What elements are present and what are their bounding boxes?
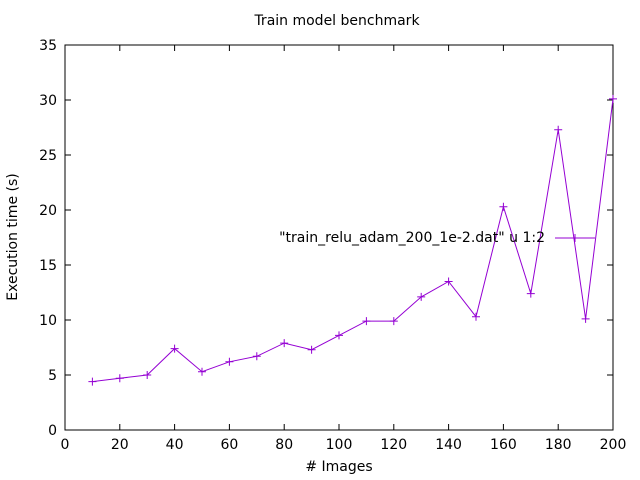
x-axis-label: # Images: [305, 459, 372, 475]
x-tick-label: 20: [111, 437, 129, 453]
x-tick-label: 180: [545, 437, 572, 453]
data-point: [170, 344, 179, 353]
data-point: [198, 367, 206, 376]
y-tick-label: 25: [39, 148, 57, 164]
x-tick-label: 60: [220, 437, 238, 453]
y-tick-label: 15: [39, 258, 57, 274]
series-line: [92, 98, 614, 383]
data-point: [362, 317, 371, 326]
legend-series-marker: [571, 234, 579, 242]
data-point: [252, 352, 261, 361]
data-point: [554, 125, 563, 134]
data-point: [609, 94, 617, 103]
x-tick-label: 120: [380, 437, 407, 453]
data-point: [335, 331, 343, 340]
x-tick-label: 160: [490, 437, 517, 453]
x-tick-label: 0: [61, 437, 70, 453]
data-point: [88, 377, 97, 386]
y-tick-label: 30: [39, 93, 57, 109]
x-tick-label: 40: [166, 437, 184, 453]
data-point: [499, 202, 508, 211]
y-tick-label: 5: [48, 368, 57, 384]
data-point: [225, 357, 234, 366]
y-axis-label: Execution time (s): [5, 173, 21, 300]
data-point: [472, 312, 480, 321]
y-tick-label: 0: [48, 423, 57, 439]
x-tick-label: 100: [326, 437, 353, 453]
legend-series-label: "train_relu_adam_200_1e-2.dat" u 1:2: [279, 230, 545, 246]
data-point: [389, 317, 398, 326]
y-tick-label: 35: [39, 38, 57, 54]
data-point: [307, 345, 316, 354]
data-point: [280, 339, 289, 348]
y-tick-label: 20: [39, 203, 57, 219]
data-point: [143, 371, 152, 379]
y-tick-label: 10: [39, 313, 57, 329]
data-point: [581, 314, 590, 323]
axis-ticks: [64, 44, 614, 431]
data-point: [115, 374, 124, 383]
chart-title: Train model benchmark: [253, 13, 420, 29]
legend: "train_relu_adam_200_1e-2.dat" u 1:2: [279, 230, 595, 246]
x-tick-label: 80: [275, 437, 293, 453]
axis-tick-labels: 0 20 40 60 80 100 120 140 160 180 200 0 5 10 15 20 25 30 3…: [39, 38, 626, 453]
data-point: [526, 289, 535, 298]
series-group: [88, 94, 617, 386]
data-point: [444, 277, 453, 286]
x-tick-label: 200: [600, 437, 627, 453]
x-tick-label: 140: [435, 437, 462, 453]
data-point: [417, 292, 426, 301]
